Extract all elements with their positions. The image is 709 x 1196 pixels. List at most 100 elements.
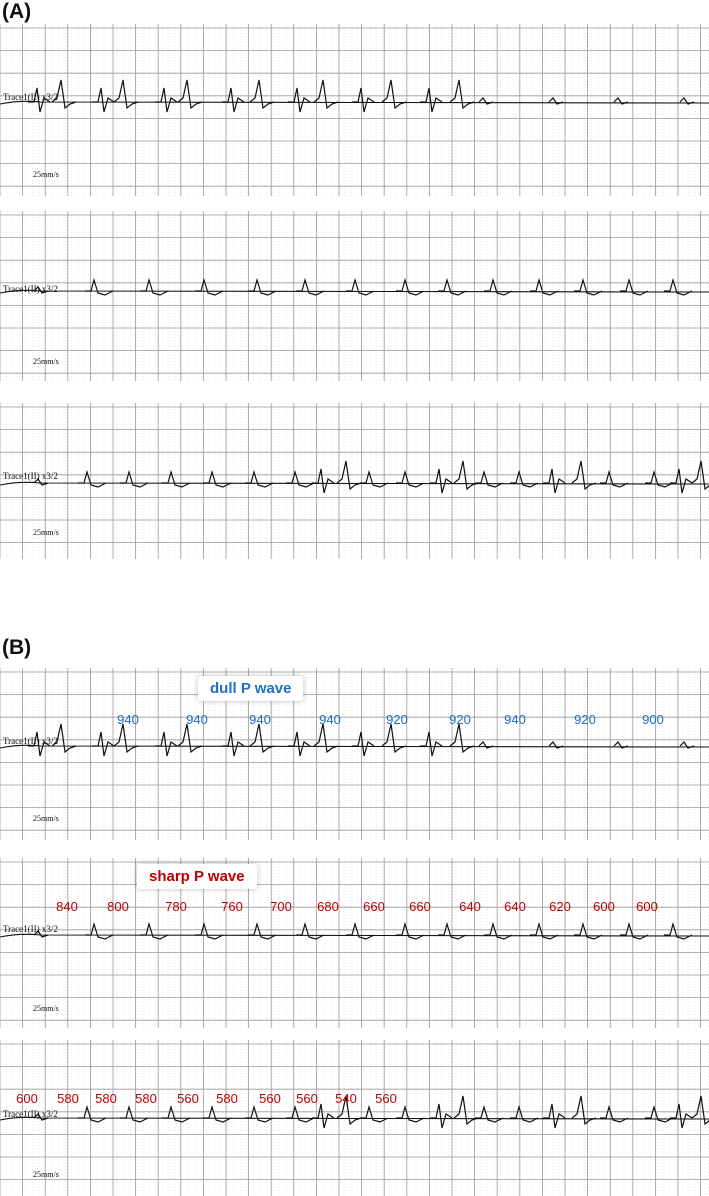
ecg-complex bbox=[120, 469, 149, 488]
ecg-complex bbox=[113, 723, 139, 754]
ecg-complex bbox=[691, 460, 709, 491]
rr-interval-label: 580 bbox=[57, 1091, 79, 1106]
sharp-p-wave-callout: sharp P wave bbox=[137, 864, 257, 889]
ecg-complex bbox=[336, 460, 362, 491]
panel-a-label: (A) bbox=[2, 0, 32, 23]
ecg-complex bbox=[453, 1095, 479, 1126]
ecg-complex bbox=[92, 87, 115, 113]
ecg-complex bbox=[430, 1103, 453, 1129]
ecg-complex bbox=[155, 731, 178, 757]
ecg-grid-and-trace bbox=[0, 668, 709, 840]
ecg-complex bbox=[381, 79, 407, 110]
ecg-complex bbox=[203, 469, 232, 488]
ecg-complex bbox=[449, 723, 475, 754]
ecg-strip-a3: Trace1(II) x3/2 25mm/s bbox=[0, 403, 709, 559]
ecg-complex bbox=[484, 277, 513, 296]
ecg-grid-and-trace bbox=[0, 24, 709, 196]
rr-interval-label: 920 bbox=[574, 712, 596, 727]
rr-interval-label: 900 bbox=[642, 712, 664, 727]
ecg-baseline bbox=[0, 100, 709, 105]
ecg-complex bbox=[296, 921, 325, 940]
rr-interval-label: 560 bbox=[296, 1091, 318, 1106]
rr-interval-label: 800 bbox=[107, 899, 129, 914]
ecg-complex bbox=[613, 97, 629, 105]
rr-interval-label: 940 bbox=[504, 712, 526, 727]
ecg-complex bbox=[396, 469, 425, 488]
ecg-complex bbox=[288, 731, 311, 757]
ecg-complex bbox=[155, 87, 178, 113]
ecg-complex bbox=[346, 277, 375, 296]
ecg-complex bbox=[449, 79, 475, 110]
ecg-complex bbox=[360, 469, 389, 488]
ecg-complex bbox=[249, 723, 275, 754]
ecg-complex bbox=[245, 1104, 274, 1123]
rr-interval-label: 560 bbox=[177, 1091, 199, 1106]
ecg-complex bbox=[478, 97, 494, 105]
ecg-complex bbox=[691, 1095, 709, 1126]
ecg-complex bbox=[475, 469, 504, 488]
ecg-grid-and-trace bbox=[0, 211, 709, 381]
ecg-complex bbox=[664, 921, 693, 940]
ecg-complex bbox=[162, 469, 191, 488]
ecg-baseline bbox=[0, 744, 709, 749]
ecg-complex bbox=[312, 1103, 335, 1129]
trace-label: Trace1(II) x3/2 bbox=[3, 1109, 58, 1119]
rr-interval-label: 840 bbox=[56, 899, 78, 914]
ecg-complex bbox=[249, 79, 275, 110]
ecg-complex bbox=[288, 87, 311, 113]
ecg-complex bbox=[438, 277, 467, 296]
ecg-complex bbox=[430, 468, 453, 494]
ecg-complex bbox=[78, 469, 107, 488]
ecg-complex bbox=[620, 277, 649, 296]
ecg-complex bbox=[574, 277, 603, 296]
ecg-strip-b2: Trace1(II) x3/2 25mm/s 840 800 780 760 700 68… bbox=[0, 858, 709, 1028]
ecg-complex bbox=[510, 469, 539, 488]
trace-label: Trace1(II) x3/2 bbox=[3, 736, 58, 746]
ecg-complex bbox=[396, 277, 425, 296]
rr-interval-label: 920 bbox=[449, 712, 471, 727]
rr-interval-label: 940 bbox=[319, 712, 341, 727]
ecg-complex bbox=[571, 460, 597, 491]
ecg-baseline bbox=[0, 933, 709, 938]
ecg-complex bbox=[177, 79, 203, 110]
ecg-strip-a1: Trace1(II) x3/2 25mm/s bbox=[0, 24, 709, 196]
rr-interval-label: 940 bbox=[117, 712, 139, 727]
ecg-complex bbox=[396, 921, 425, 940]
speed-label: 25mm/s bbox=[33, 357, 59, 366]
ecg-baseline bbox=[0, 289, 709, 294]
rr-interval-label: 540 bbox=[335, 1091, 357, 1106]
rr-interval-label: 680 bbox=[317, 899, 339, 914]
ecg-complex bbox=[571, 1095, 597, 1126]
ecg-complex bbox=[78, 1104, 107, 1123]
ecg-complex bbox=[574, 921, 603, 940]
ecg-complex bbox=[28, 87, 51, 113]
rr-interval-label: 780 bbox=[165, 899, 187, 914]
ecg-complex bbox=[679, 97, 695, 105]
ecg-complex bbox=[222, 87, 245, 113]
speed-label: 25mm/s bbox=[33, 814, 59, 823]
ecg-complex bbox=[28, 731, 51, 757]
ecg-complex bbox=[162, 1104, 191, 1123]
ecg-complex bbox=[670, 1103, 693, 1129]
ecg-complex bbox=[92, 731, 115, 757]
ecg-complex bbox=[203, 1104, 232, 1123]
ecg-complex bbox=[664, 277, 693, 296]
speed-label: 25mm/s bbox=[33, 170, 59, 179]
ecg-complex bbox=[645, 469, 674, 488]
ecg-complex bbox=[245, 469, 274, 488]
ecg-complex bbox=[670, 468, 693, 494]
ecg-complex bbox=[222, 731, 245, 757]
ecg-complex bbox=[420, 87, 443, 113]
ecg-strip-a2: Trace1(II) x3/2 25mm/s bbox=[0, 211, 709, 381]
ecg-complex bbox=[352, 731, 375, 757]
rr-interval-label: 920 bbox=[386, 712, 408, 727]
rr-interval-label: 600 bbox=[16, 1091, 38, 1106]
ecg-complex bbox=[530, 277, 559, 296]
ecg-complex bbox=[475, 1104, 504, 1123]
ecg-grid-and-trace bbox=[0, 1040, 709, 1196]
ecg-complex bbox=[600, 1104, 629, 1123]
ecg-complex bbox=[312, 468, 335, 494]
ecg-grid-and-trace bbox=[0, 858, 709, 1028]
ecg-complex bbox=[548, 741, 564, 749]
ecg-complex bbox=[679, 741, 695, 749]
